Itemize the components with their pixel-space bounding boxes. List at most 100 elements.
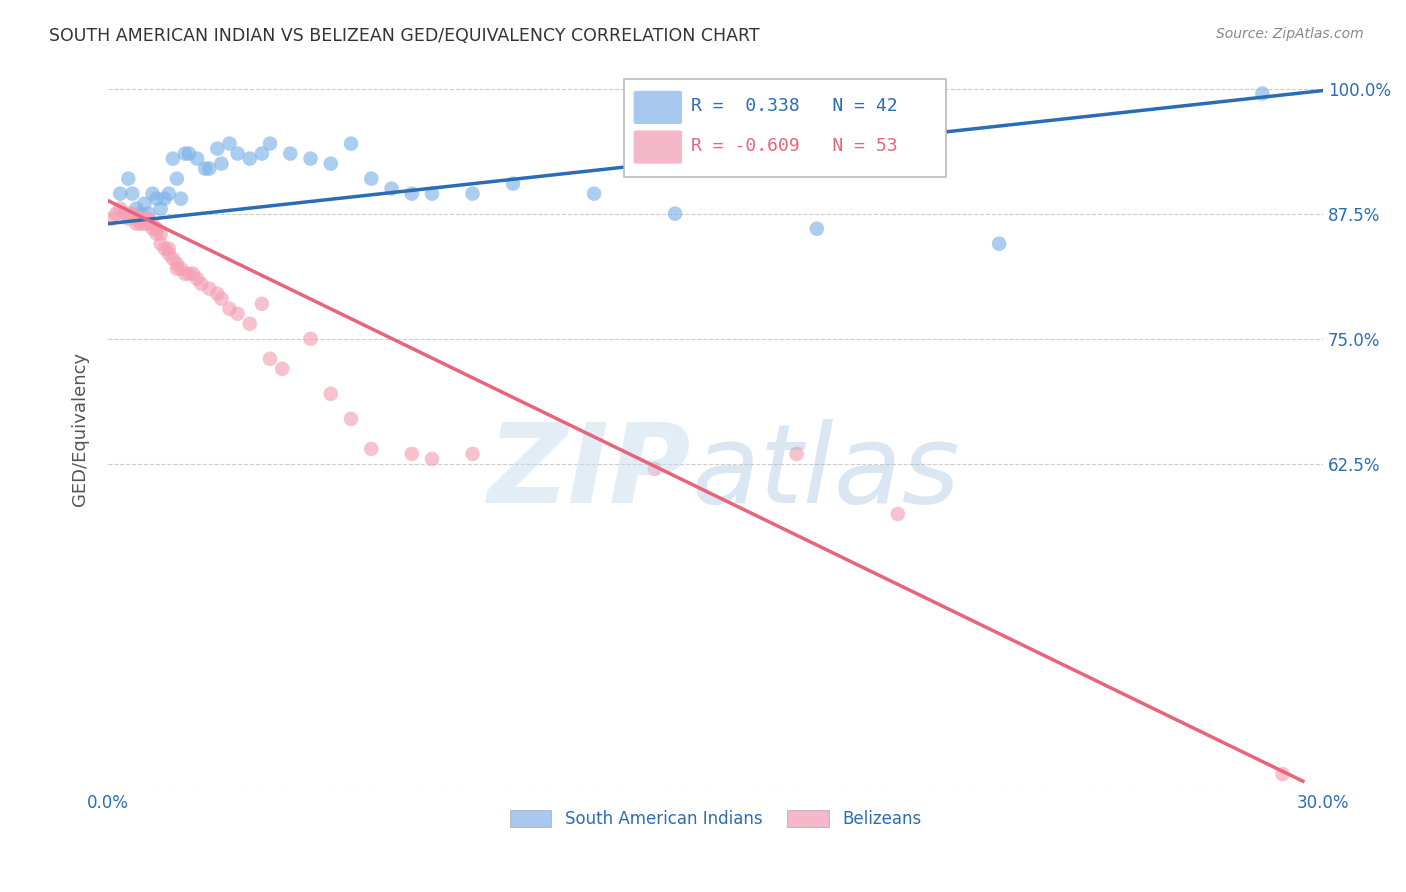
Point	[401, 186, 423, 201]
Point	[1271, 767, 1294, 781]
Point	[209, 156, 232, 170]
Point	[177, 146, 200, 161]
Point	[129, 207, 152, 221]
Point	[259, 351, 281, 366]
Point	[157, 186, 180, 201]
Point	[299, 332, 322, 346]
Point	[138, 211, 160, 226]
Point	[360, 171, 382, 186]
Point	[134, 217, 156, 231]
Text: Source: ZipAtlas.com: Source: ZipAtlas.com	[1216, 27, 1364, 41]
Point	[162, 252, 184, 266]
Point	[145, 227, 167, 241]
Point	[340, 412, 363, 426]
Point	[190, 277, 212, 291]
Point	[664, 207, 686, 221]
Point	[138, 207, 160, 221]
Point	[207, 142, 229, 156]
Point	[170, 261, 193, 276]
Point	[134, 196, 156, 211]
Point	[239, 152, 262, 166]
Point	[108, 202, 131, 216]
FancyBboxPatch shape	[633, 90, 683, 125]
Point	[299, 152, 322, 166]
Point	[380, 181, 402, 195]
Text: R = -0.609   N = 53: R = -0.609 N = 53	[692, 136, 898, 154]
Point	[117, 211, 139, 226]
Point	[239, 317, 262, 331]
Legend: South American Indians, Belizeans: South American Indians, Belizeans	[503, 804, 928, 835]
Point	[461, 186, 484, 201]
Point	[105, 207, 128, 221]
Point	[117, 171, 139, 186]
Point	[887, 507, 910, 521]
Point	[134, 211, 156, 226]
Point	[145, 221, 167, 235]
Point	[340, 136, 363, 151]
Point	[174, 146, 197, 161]
Point	[420, 451, 443, 466]
Point	[177, 267, 200, 281]
Point	[145, 192, 167, 206]
Point	[226, 146, 249, 161]
Point	[141, 217, 163, 231]
Point	[806, 221, 828, 235]
Point	[198, 282, 221, 296]
Point	[101, 211, 124, 226]
Point	[125, 202, 148, 216]
Text: atlas: atlas	[692, 418, 960, 525]
Point	[125, 211, 148, 226]
Point	[420, 186, 443, 201]
Point	[149, 236, 172, 251]
Point	[401, 447, 423, 461]
Point	[125, 217, 148, 231]
Point	[583, 186, 606, 201]
Point	[786, 447, 808, 461]
Point	[226, 307, 249, 321]
Point	[319, 387, 342, 401]
Point	[250, 297, 273, 311]
Text: SOUTH AMERICAN INDIAN VS BELIZEAN GED/EQUIVALENCY CORRELATION CHART: SOUTH AMERICAN INDIAN VS BELIZEAN GED/EQ…	[49, 27, 759, 45]
Point	[218, 301, 240, 316]
Point	[149, 202, 172, 216]
Point	[174, 267, 197, 281]
Point	[166, 261, 188, 276]
FancyBboxPatch shape	[624, 79, 946, 177]
Y-axis label: GED/Equivalency: GED/Equivalency	[72, 351, 89, 506]
Point	[278, 146, 301, 161]
Point	[186, 271, 208, 285]
Point	[108, 186, 131, 201]
Point	[259, 136, 281, 151]
Point	[218, 136, 240, 151]
Point	[162, 152, 184, 166]
Point	[157, 242, 180, 256]
Point	[319, 156, 342, 170]
Text: ZIP: ZIP	[488, 418, 692, 525]
Point	[181, 267, 204, 281]
Point	[112, 207, 135, 221]
Point	[209, 292, 232, 306]
Point	[502, 177, 524, 191]
Point	[170, 192, 193, 206]
Point	[141, 221, 163, 235]
Point	[129, 217, 152, 231]
Point	[644, 462, 666, 476]
Point	[198, 161, 221, 176]
Point	[138, 217, 160, 231]
Point	[250, 146, 273, 161]
Point	[153, 242, 176, 256]
Point	[988, 236, 1011, 251]
Point	[166, 171, 188, 186]
Point	[121, 186, 143, 201]
Point	[271, 361, 294, 376]
Point	[207, 286, 229, 301]
Point	[117, 207, 139, 221]
Point	[1251, 87, 1274, 101]
Point	[186, 152, 208, 166]
Point	[153, 192, 176, 206]
Point	[149, 227, 172, 241]
Point	[166, 257, 188, 271]
Point	[121, 207, 143, 221]
Point	[141, 186, 163, 201]
Point	[129, 211, 152, 226]
